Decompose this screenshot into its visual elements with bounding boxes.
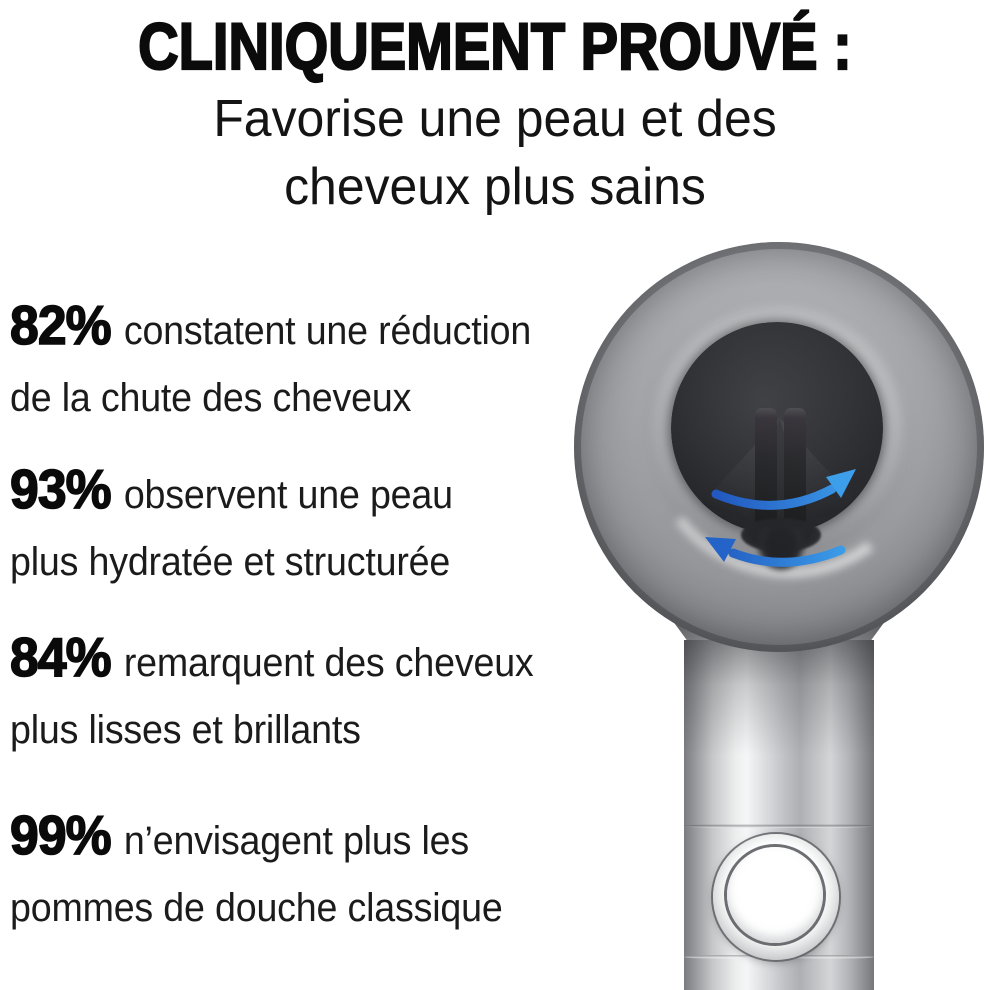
head-lower-highlight: [629, 281, 947, 597]
mode-button-ring: [713, 834, 839, 960]
shower-head-back: [574, 242, 984, 652]
stat-smooth-hair: 84% remarquent des cheveux plus lisses et…: [9, 626, 534, 768]
subtitle: Favorise une peau et des cheveux plus sa…: [20, 85, 970, 221]
stat-text-line1: n’envisagent plus les: [123, 819, 469, 863]
stat-hydrated-skin: 93% observent une peau plus hydratée et s…: [9, 458, 453, 600]
stat-value: 84%: [9, 626, 112, 688]
subtitle-line-1: Favorise une peau et des: [213, 90, 777, 148]
stat-value: 82%: [9, 294, 112, 356]
stat-text-line1: remarquent des cheveux: [123, 641, 534, 685]
stat-text-line2: de la chute des cheveux: [10, 376, 412, 420]
handle-flare: [666, 612, 892, 694]
handle-seam-lower: [684, 955, 874, 959]
head-bottom-notch: [750, 528, 812, 586]
knob-collar: [741, 518, 821, 552]
stat-text-line2: plus lisses et brillants: [10, 708, 361, 752]
stat-classic-showerheads: 99% n’envisagent plus les pommes de douch…: [9, 804, 503, 946]
knob-shadow-left: [692, 417, 780, 542]
page-title: CLINIQUEMENT PROUVÉ :: [137, 9, 853, 83]
head-dark-center: [671, 322, 883, 534]
stat-value: 93%: [9, 458, 112, 520]
rotate-clockwise-arrow-icon: [711, 484, 837, 510]
stat-text-line1: constatent une réduction: [123, 309, 532, 353]
rotate-counterclockwise-arrow-icon: [728, 545, 846, 567]
rotation-knob-bar-left: [755, 408, 777, 532]
head-highlight-ring: [632, 286, 924, 570]
stat-text-line2: plus hydratée et structurée: [10, 540, 451, 584]
stat-text-line2: pommes de douche classique: [10, 886, 503, 930]
rotation-knob-bar-right: [784, 408, 806, 532]
shower-handle: [684, 640, 874, 990]
mode-button: [727, 847, 823, 943]
stat-hair-loss: 82% constatent une réduction de la chute …: [9, 294, 532, 436]
rotate-clockwise-arrowhead-icon: [826, 469, 856, 498]
rotate-counterclockwise-arrowhead-icon: [705, 537, 736, 562]
rotation-arrows: [705, 469, 856, 567]
subtitle-line-2: cheveux plus sains: [284, 158, 706, 216]
stat-value: 99%: [9, 804, 112, 866]
handle-seam-upper: [684, 824, 874, 828]
stat-text-line1: observent une peau: [123, 473, 453, 517]
knob-shadow-right: [779, 417, 867, 542]
